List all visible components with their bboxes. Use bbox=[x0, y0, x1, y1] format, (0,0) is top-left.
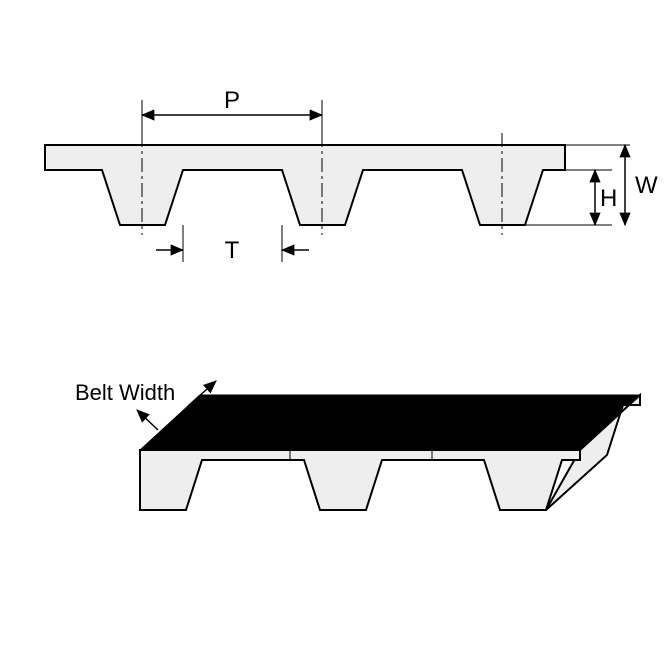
timing-belt-diagram: P T H W bbox=[0, 0, 670, 670]
isometric-belt-view: Belt Width bbox=[75, 380, 640, 510]
belt-front-face bbox=[140, 450, 580, 510]
tooth-height-label: H bbox=[600, 185, 617, 212]
belt-thickness-label: W bbox=[635, 172, 658, 199]
tooth-label: T bbox=[225, 237, 240, 264]
belt-profile-shape bbox=[45, 145, 565, 225]
top-profile-view: P T H W bbox=[45, 87, 658, 264]
tooth-dimension: T bbox=[156, 225, 309, 264]
belt-top-surface bbox=[140, 395, 640, 450]
belt-width-label: Belt Width bbox=[75, 380, 175, 405]
pitch-label: P bbox=[224, 87, 240, 114]
pitch-dimension: P bbox=[142, 87, 322, 133]
